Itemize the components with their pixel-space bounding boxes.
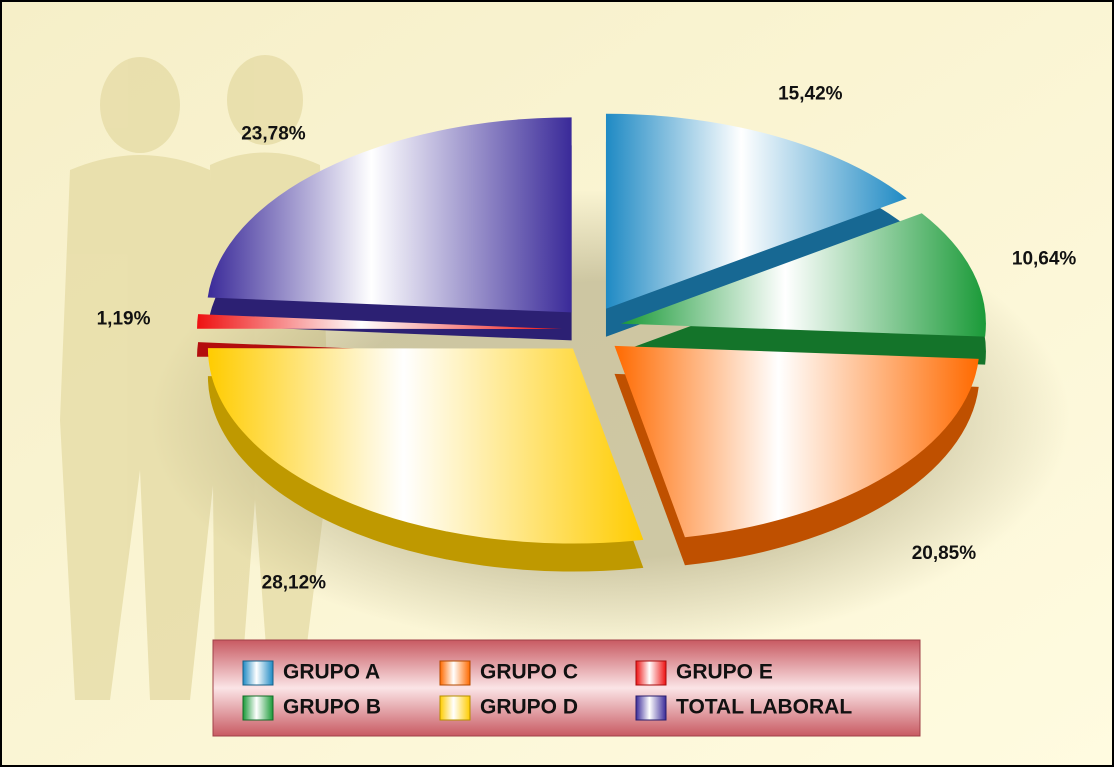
legend-swatch: [439, 695, 471, 721]
slice: [197, 314, 563, 330]
legend-swatch: [635, 695, 667, 721]
legend-swatch: [439, 660, 471, 686]
data-label: 10,64%: [1012, 249, 1077, 270]
slice: [614, 345, 979, 538]
legend: [212, 639, 921, 737]
slice: [207, 348, 644, 544]
legend-label: GRUPO C: [480, 661, 578, 684]
data-label: 15,42%: [778, 83, 843, 104]
legend-label: GRUPO D: [480, 696, 578, 719]
data-label: 28,12%: [262, 573, 327, 594]
legend-swatch: [242, 695, 274, 721]
legend-label: GRUPO B: [283, 696, 381, 719]
data-label: 23,78%: [241, 124, 306, 145]
data-label: 20,85%: [912, 543, 977, 564]
data-label: 1,19%: [97, 309, 151, 330]
legend-label: GRUPO E: [676, 661, 773, 684]
legend-label: TOTAL LABORAL: [676, 696, 852, 719]
slice: [605, 113, 907, 309]
slice: [620, 213, 986, 337]
legend-swatch: [242, 660, 274, 686]
legend-label: GRUPO A: [283, 661, 380, 684]
legend-swatch: [635, 660, 667, 686]
slice: [207, 117, 572, 313]
pie: [197, 113, 986, 572]
